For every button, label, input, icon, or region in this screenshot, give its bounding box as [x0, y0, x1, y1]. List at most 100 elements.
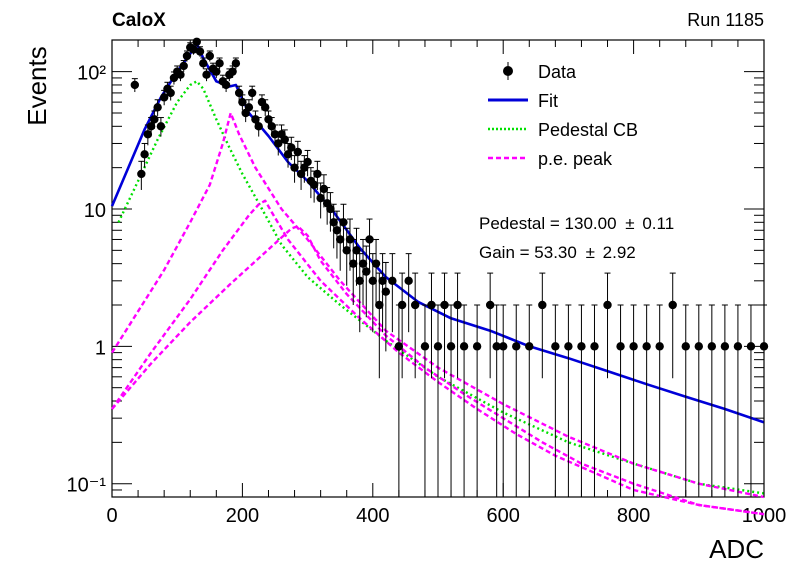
- data-point: [492, 342, 501, 351]
- data-point: [551, 342, 560, 351]
- data-point: [303, 157, 312, 167]
- data-point: [313, 169, 322, 179]
- data-point: [394, 342, 404, 351]
- data-point: [388, 276, 397, 286]
- data-point: [316, 193, 325, 203]
- data-point: [616, 342, 625, 351]
- data-point: [296, 169, 306, 179]
- x-tick-label: 0: [106, 505, 117, 527]
- data-point: [759, 342, 769, 351]
- data-point: [267, 122, 276, 131]
- data-point: [244, 103, 254, 112]
- gain-result: Gain = 53.30: [479, 243, 577, 262]
- data-point: [345, 235, 355, 244]
- fit-results-box: Pedestal = 130.00 ± 0.11 Gain = 53.30 ± …: [479, 214, 674, 262]
- data-point: [642, 342, 651, 351]
- legend-label: Fit: [538, 91, 558, 111]
- y-tick-label: 1: [95, 337, 106, 359]
- legend-label: Data: [538, 62, 577, 82]
- data-point: [329, 218, 338, 227]
- pedestal-error: 0.11: [642, 214, 674, 233]
- svg-text:Pedestal = 130.00 ±: Pedestal = 130.00 ± 0.11: [479, 214, 674, 233]
- curve-p-e-peak-1: [110, 111, 765, 499]
- data-point: [140, 150, 149, 159]
- data-point: [472, 342, 482, 351]
- svg-text:Gain = 53.30 ± 2.9: Gain = 53.30 ± 2.92: [479, 243, 636, 262]
- curve-p-e-peak-3: [111, 224, 765, 516]
- y-tick-label: 10: [84, 200, 106, 222]
- data-point: [512, 342, 521, 351]
- pedestal-pm: ±: [625, 214, 634, 233]
- y-tick-label: 10⁻¹: [67, 475, 107, 497]
- data-point: [283, 150, 293, 159]
- gain-error: 2.92: [603, 243, 636, 262]
- data-point: [290, 163, 299, 172]
- data-point: [365, 235, 374, 244]
- data-point: [231, 59, 241, 68]
- data-point: [215, 59, 224, 68]
- data-point: [339, 218, 348, 227]
- gain-pm: ±: [586, 243, 595, 262]
- data-point: [247, 88, 257, 98]
- data-point: [440, 300, 449, 310]
- data-point: [192, 37, 201, 46]
- legend: Data Fit Pedestal CB p.e. peak: [488, 62, 638, 169]
- data-point: [459, 342, 469, 351]
- data-point: [733, 342, 743, 351]
- data-point: [205, 51, 214, 61]
- data-point: [397, 300, 407, 310]
- run-label: Run 1185: [687, 10, 764, 30]
- data-point: [499, 342, 508, 351]
- data-point: [199, 59, 208, 68]
- data-point: [326, 204, 335, 214]
- data-point: [629, 342, 638, 351]
- data-point: [590, 342, 599, 351]
- data-point: [166, 88, 175, 98]
- data-point: [146, 122, 156, 131]
- data-point: [668, 300, 677, 310]
- data-point: [381, 287, 391, 296]
- data-point: [694, 342, 703, 351]
- data-point: [238, 97, 247, 107]
- data-point: [261, 103, 270, 112]
- data-point: [153, 103, 162, 112]
- data-point: [195, 47, 205, 56]
- data-point: [433, 342, 443, 351]
- data-point: [254, 122, 263, 131]
- data-point: [319, 184, 329, 194]
- x-tick-label: 1000: [742, 505, 787, 527]
- data-point: [189, 45, 198, 54]
- data-point: [603, 300, 612, 310]
- data-point: [420, 342, 430, 351]
- data-point: [352, 246, 361, 255]
- data-point: [371, 259, 381, 268]
- data-point: [342, 246, 351, 255]
- data-point: [336, 235, 345, 244]
- data-point: [485, 300, 495, 310]
- data-point: [179, 61, 188, 71]
- data-point: [137, 169, 146, 179]
- data-point: [130, 80, 140, 90]
- data-point: [358, 259, 368, 268]
- data-point: [287, 143, 296, 152]
- data-point: [156, 122, 166, 131]
- legend-data-marker: [503, 66, 513, 76]
- data-point: [270, 130, 280, 139]
- data-point: [169, 73, 179, 83]
- experiment-label: CaloX: [112, 10, 166, 31]
- data-point: [453, 300, 462, 310]
- curve-p-e-peak-2: [111, 199, 765, 516]
- data-point: [538, 300, 547, 310]
- data-point: [427, 300, 436, 310]
- data-points: [130, 37, 769, 497]
- y-tick-label: 10²: [77, 63, 106, 85]
- data-point: [746, 342, 756, 351]
- data-point: [293, 147, 303, 157]
- legend-label: p.e. peak: [538, 149, 613, 169]
- data-point: [221, 80, 231, 90]
- x-tick-label: 600: [487, 505, 520, 527]
- data-point: [176, 70, 185, 79]
- data-point: [143, 130, 153, 139]
- data-point: [564, 342, 573, 351]
